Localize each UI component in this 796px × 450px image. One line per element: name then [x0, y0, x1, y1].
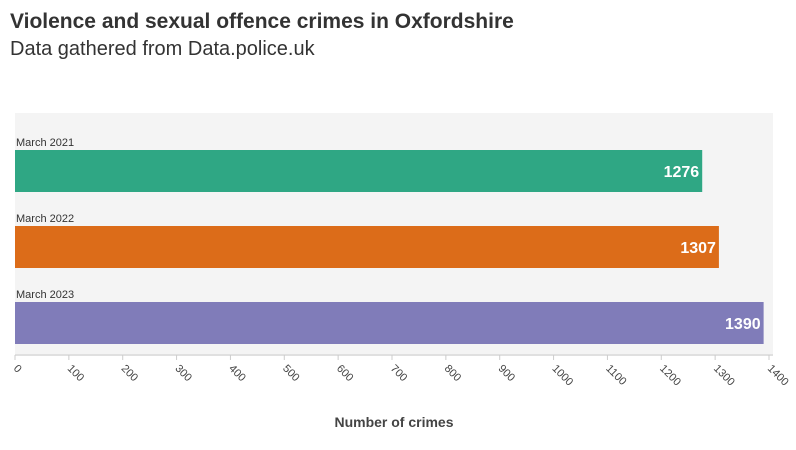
x-tick-label: 1300: [711, 363, 737, 389]
category-label: March 2021: [16, 137, 74, 149]
x-tick-label: 600: [334, 363, 355, 384]
x-tick-label: 1200: [657, 363, 683, 389]
x-tick-label: 400: [226, 363, 247, 384]
x-tick-label: 1100: [603, 363, 628, 388]
x-tick-label: 700: [388, 363, 409, 384]
x-tick-label: 900: [496, 363, 517, 384]
x-tick-label: 100: [65, 363, 86, 384]
bar-value-label: 1276: [664, 164, 700, 181]
x-tick-label: 1000: [549, 363, 575, 389]
chart-title: Violence and sexual offence crimes in Ox…: [10, 10, 514, 33]
bar-value-label: 1390: [725, 316, 761, 333]
bar-value-label: 1307: [680, 240, 716, 257]
x-tick-label: 200: [119, 363, 140, 384]
x-tick-label: 300: [172, 363, 193, 384]
category-label: March 2022: [16, 213, 74, 225]
x-tick-label: 0: [11, 363, 24, 376]
x-axis-label: Number of crimes: [334, 414, 453, 430]
x-axis-ticks: 0 100 200 300 400 500 600 700 800 900 1000 1100 1200…: [11, 355, 791, 388]
bar-group: March 2021 1276 March 2022 1307 March 2023 13…: [15, 137, 764, 344]
x-tick-label: 500: [280, 363, 301, 384]
x-tick-label: 800: [442, 363, 463, 384]
bar: [15, 150, 703, 192]
x-tick-label: 1400: [765, 363, 791, 389]
bar: [15, 226, 719, 268]
chart-subtitle: Data gathered from Data.police.uk: [10, 38, 315, 60]
category-label: March 2023: [16, 289, 74, 301]
bar: [15, 302, 764, 344]
